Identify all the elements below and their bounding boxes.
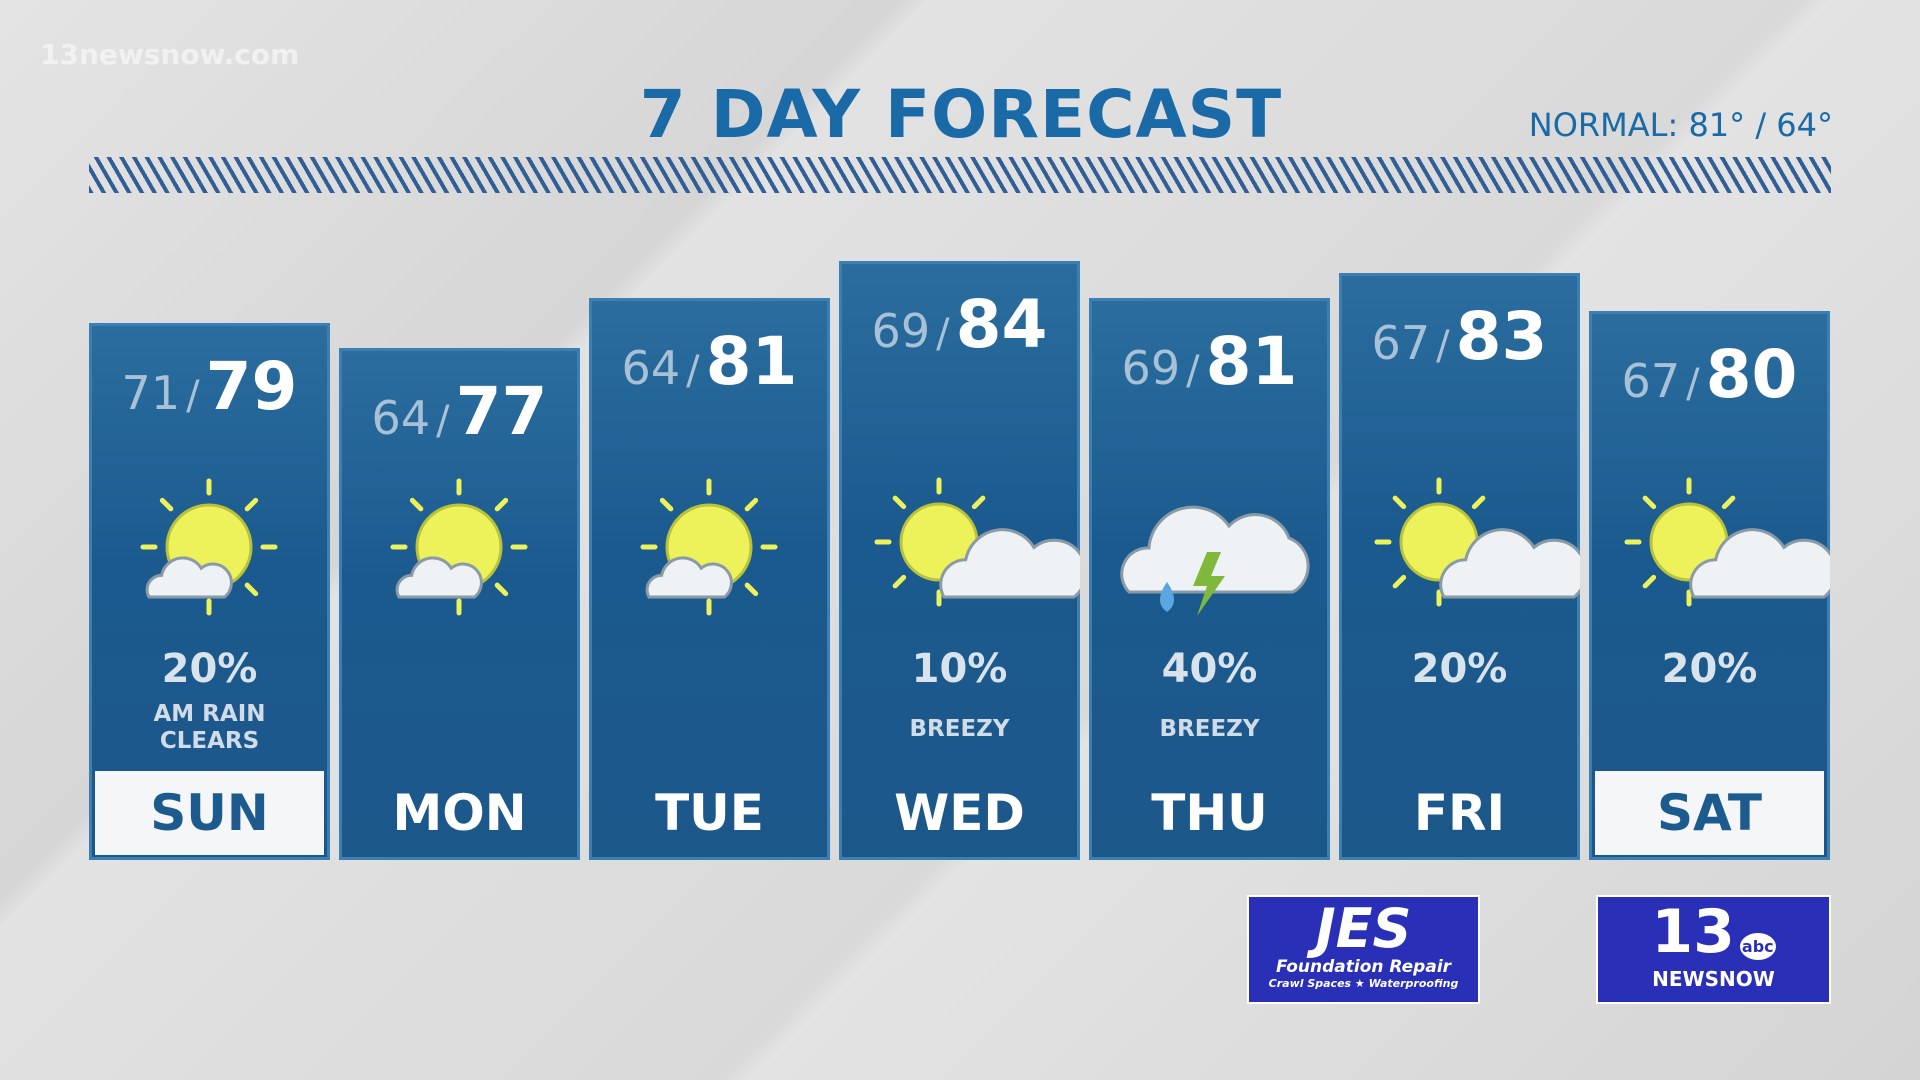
weather-icon <box>874 477 1080 607</box>
low-temp: 64 <box>621 341 681 395</box>
sponsor-logo: JES Foundation Repair Crawl Spaces ★ Wat… <box>1247 895 1480 1004</box>
weather-icon <box>1120 505 1310 616</box>
station-number: 13 <box>1651 897 1735 967</box>
high-temp: 81 <box>1205 323 1298 400</box>
slash: / <box>1686 360 1700 407</box>
weather-icon <box>1624 477 1830 607</box>
day-label: WED <box>894 784 1025 842</box>
low-temp: 64 <box>371 391 431 445</box>
station-name: NEWSNOW <box>1652 967 1775 991</box>
temps: 64/77 <box>342 373 577 450</box>
watermark: 13newsnow.com <box>40 38 300 71</box>
temps: 71/79 <box>92 348 327 425</box>
sponsor-line: Crawl Spaces ★ Waterproofing <box>1268 977 1459 990</box>
day-label: TUE <box>655 784 764 842</box>
high-temp: 77 <box>455 373 548 450</box>
high-temp: 81 <box>705 323 798 400</box>
precip: 20% <box>161 646 258 692</box>
precip: 10% <box>911 646 1008 692</box>
temps: 69/81 <box>1092 323 1327 400</box>
slash: / <box>436 398 450 444</box>
slash: / <box>1436 323 1450 369</box>
high-temp: 84 <box>955 285 1048 363</box>
day-label: SUN <box>95 771 324 855</box>
station-logo: 13 abc NEWSNOW <box>1596 895 1831 1004</box>
day-label: THU <box>1151 784 1268 842</box>
sponsor-line: Foundation Repair <box>1275 957 1452 977</box>
hatch-bar <box>89 157 1831 193</box>
weather-icon <box>390 478 528 616</box>
weather-icon <box>640 478 778 616</box>
note: BREEZY <box>909 716 1010 742</box>
temps: 67/83 <box>1342 298 1577 375</box>
temps: 64/81 <box>592 323 827 400</box>
high-temp: 80 <box>1705 335 1798 413</box>
day-label: MON <box>392 784 527 842</box>
low-temp: 67 <box>1621 353 1681 408</box>
precip: 20% <box>1411 646 1508 692</box>
note: CLEARS <box>159 728 260 754</box>
note: BREEZY <box>1159 716 1260 742</box>
day-label: FRI <box>1413 784 1506 842</box>
high-temp: 79 <box>205 348 298 425</box>
sponsor-name: JES <box>1315 897 1412 960</box>
low-temp: 69 <box>871 303 931 358</box>
title: 7 DAY FORECAST <box>639 76 1283 153</box>
slash: / <box>936 310 950 357</box>
weather-icon <box>1374 477 1580 607</box>
temps: 67/80 <box>1592 336 1827 413</box>
low-temp: 69 <box>1121 341 1181 395</box>
temps: 69/84 <box>842 286 1077 363</box>
low-temp: 67 <box>1371 316 1431 370</box>
precip: 20% <box>1661 646 1758 692</box>
note: AM RAIN <box>153 701 266 727</box>
slash: / <box>686 348 700 394</box>
slash: / <box>1186 348 1200 394</box>
network: abc <box>1739 933 1776 960</box>
day-label: SAT <box>1595 771 1824 855</box>
precip: 40% <box>1161 646 1258 692</box>
slash: / <box>186 373 200 419</box>
high-temp: 83 <box>1455 298 1548 375</box>
low-temp: 71 <box>121 366 181 420</box>
weather-icon <box>140 478 278 616</box>
normal-temps: NORMAL: 81° / 64° <box>1528 106 1833 144</box>
